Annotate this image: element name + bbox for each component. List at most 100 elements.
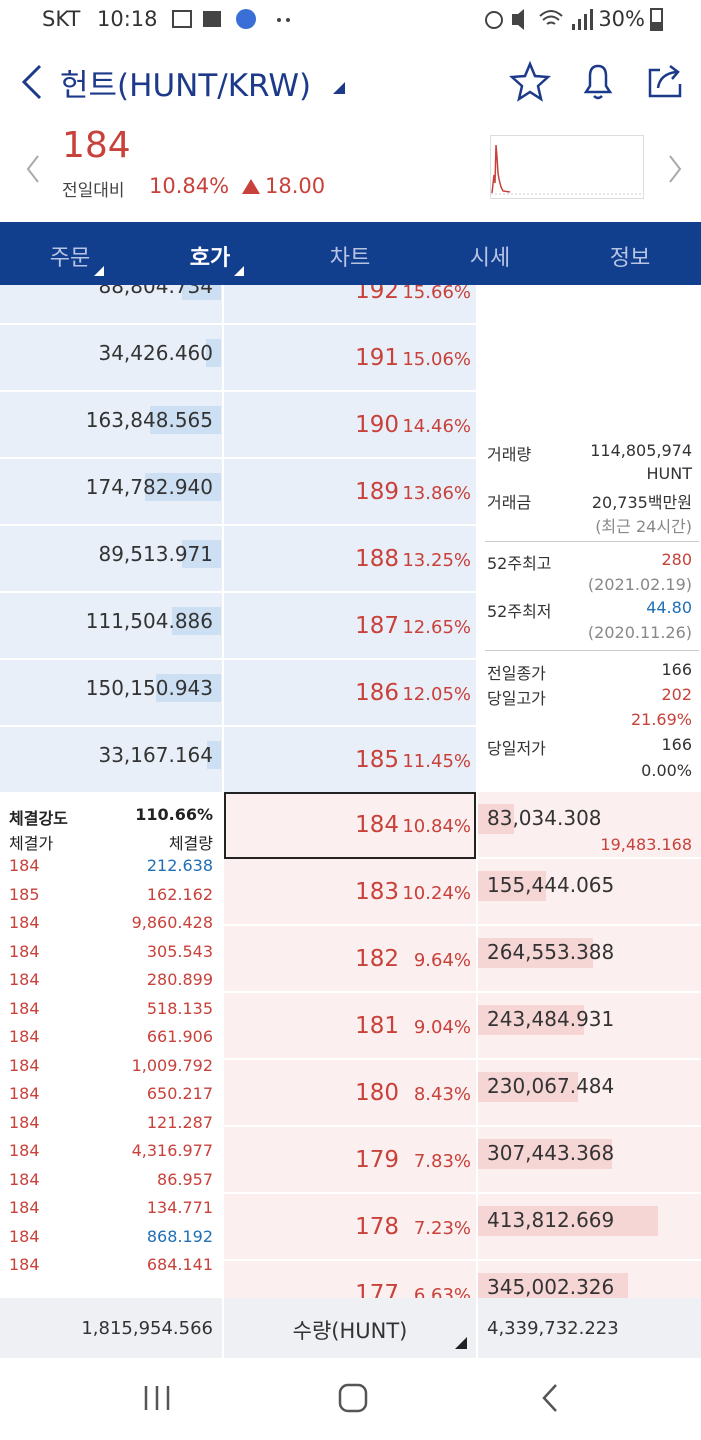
bid-quantity: 83,034.308 [487, 806, 602, 830]
favorite-button[interactable] [508, 60, 552, 102]
bid-rate: 6.63% [413, 1285, 471, 1298]
ask-quantity: 34,426.460 [98, 341, 213, 365]
back-nav-button[interactable] [536, 1383, 566, 1413]
bid-price-cell [224, 1127, 476, 1192]
trade-price: 184 [9, 941, 40, 961]
bid-price[interactable]: 177 [355, 1281, 399, 1298]
ask-price[interactable]: 191 [355, 345, 399, 371]
ask-rate: 15.06% [402, 349, 471, 370]
ask-rate: 15.66% [402, 285, 471, 303]
info-day-low-label: 당일저가 [487, 739, 546, 758]
ask-price[interactable]: 190 [355, 412, 399, 438]
info-day-high-rate: 21.69% [630, 710, 692, 729]
trade-quantity: 661.906 [146, 1027, 213, 1046]
info-low52-label: 52주최저 [487, 602, 552, 621]
current-price: 184 [62, 125, 131, 166]
clock: 10:18 [97, 7, 158, 31]
tab-menu-indicator [94, 266, 104, 276]
tab[interactable]: 주문 [49, 246, 91, 271]
bid-price[interactable]: 183 [355, 879, 399, 905]
ask-quantity: 33,167.164 [98, 743, 213, 767]
info-volume-label: 거래량 [487, 445, 532, 464]
unit-selector[interactable]: 수량(HUNT) [292, 1319, 408, 1343]
last-trade-quantity: 19,483.168 [600, 835, 692, 854]
bid-volume-bar [478, 1072, 579, 1102]
bid-quantity: 413,812.669 [487, 1208, 615, 1232]
ask-price[interactable]: 187 [355, 613, 399, 639]
info-day-low: 166 [661, 735, 692, 754]
trade-quantity: 518.135 [146, 998, 213, 1018]
trade-quantity: 134.771 [146, 1198, 213, 1217]
trade-price: 184 [9, 1198, 40, 1217]
bid-rate: 10.84% [402, 816, 471, 837]
trade-price: 184 [9, 913, 40, 932]
ask-quantity-cell [0, 325, 222, 390]
bid-price-cell [224, 1261, 476, 1298]
bid-price-cell [224, 1194, 476, 1259]
trade-quantity: 868.192 [146, 1226, 213, 1246]
bid-rate: 8.43% [413, 1084, 471, 1105]
tab[interactable]: 호가 [189, 246, 231, 271]
info-high52-label: 52주최고 [487, 554, 552, 573]
tab-bar: 주문 호가 차트 시세 정보 [0, 222, 701, 285]
tab[interactable]: 정보 [609, 246, 651, 271]
trade-price: 184 [9, 998, 40, 1018]
ask-quantity-cell [0, 727, 222, 792]
tab[interactable]: 시세 [469, 246, 511, 271]
ask-price[interactable]: 189 [355, 479, 399, 505]
ask-volume-bar [182, 285, 221, 300]
info-prev-close-label: 전일종가 [487, 664, 546, 683]
bid-price[interactable]: 184 [355, 812, 399, 838]
trade-price: 184 [9, 1141, 40, 1160]
ask-rate: 11.45% [402, 751, 471, 772]
bid-price[interactable]: 180 [355, 1080, 399, 1106]
ask-quantity: 111,504.886 [85, 609, 213, 633]
bid-price-cell [224, 792, 476, 859]
ask-rate: 14.46% [402, 416, 471, 437]
order-book-footer: 1,815,954.566 수량(HUNT) 4,339,732.223 [0, 1298, 701, 1358]
status-icons [172, 8, 663, 31]
trade-quantity: 162.162 [146, 884, 213, 904]
market-dropdown[interactable] [331, 80, 347, 96]
info-volume-unit: HUNT [646, 464, 692, 483]
back-button[interactable] [18, 62, 48, 102]
ask-volume-bar [182, 540, 221, 568]
ask-price-cell [224, 593, 476, 658]
info-divider [485, 650, 699, 651]
ask-price[interactable]: 186 [355, 680, 399, 706]
share-button[interactable] [646, 62, 686, 102]
bid-price[interactable]: 178 [355, 1214, 399, 1240]
trade-quantity: 9,860.428 [131, 913, 213, 932]
alert-button[interactable] [578, 62, 618, 102]
order-book: 88,804.734 192 15.66% 34,426.460 191 15.06% 16… [0, 285, 701, 1298]
info-low52: 44.80 [646, 598, 692, 617]
ask-price[interactable]: 192 [355, 285, 399, 304]
recent-apps-button[interactable] [142, 1383, 172, 1413]
next-market[interactable] [664, 154, 684, 184]
info-high52: 280 [661, 550, 692, 569]
trade-price: 184 [9, 1226, 40, 1246]
header: 헌트(HUNT/KRW) [0, 40, 701, 125]
tab[interactable]: 차트 [329, 246, 371, 271]
strength-label: 체결강도 [9, 809, 68, 828]
bid-price[interactable]: 182 [355, 946, 399, 972]
bid-price-cell [224, 926, 476, 991]
bid-quantity: 155,444.065 [487, 873, 615, 897]
up-triangle [242, 179, 260, 194]
prev-market[interactable] [24, 154, 44, 184]
bid-rate: 9.64% [413, 950, 471, 971]
ask-price[interactable]: 188 [355, 546, 399, 572]
bid-quantity: 307,443.368 [487, 1141, 615, 1165]
bid-volume-bar [478, 871, 546, 901]
bid-price[interactable]: 181 [355, 1013, 399, 1039]
bid-volume-bar [478, 804, 515, 834]
market-title[interactable]: 헌트(HUNT/KRW) [60, 68, 312, 104]
trade-quantity: 280.899 [146, 970, 213, 989]
bid-quantity: 230,067.484 [487, 1074, 615, 1098]
home-button[interactable] [338, 1383, 368, 1413]
trade-quantity: 86.957 [157, 1169, 213, 1189]
bid-price[interactable]: 179 [355, 1147, 399, 1173]
ask-price[interactable]: 185 [355, 747, 399, 773]
unit-dropdown[interactable] [454, 1336, 468, 1350]
trade-quantity-header: 체결량 [168, 834, 213, 853]
